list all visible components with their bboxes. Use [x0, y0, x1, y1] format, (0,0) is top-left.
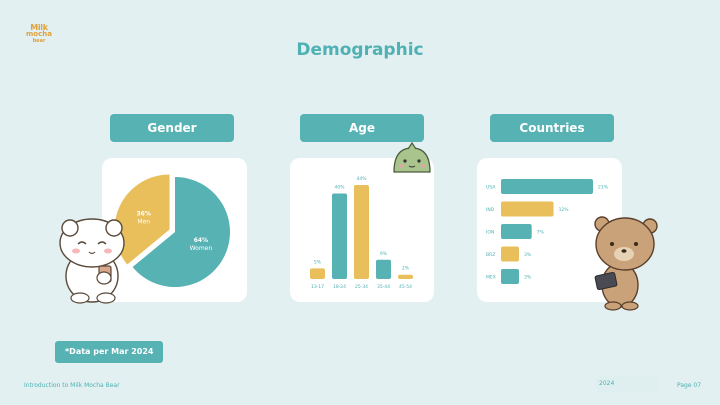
- age-category-label: 18-24: [333, 284, 346, 290]
- pie-slice-women: [132, 177, 230, 287]
- pie-slice-label: Men: [137, 218, 150, 225]
- age-heading: Age: [300, 114, 424, 142]
- brand-logo: Milk mocha bear: [22, 24, 56, 45]
- country-bar-ind: [501, 201, 554, 217]
- age-category-label: 13-17: [311, 284, 324, 290]
- country-bar-brz: [501, 246, 519, 262]
- country-category-label: IND: [486, 207, 495, 213]
- country-bar-ion: [501, 224, 532, 239]
- pie-value-label: 64%: [194, 237, 208, 244]
- footer-presentation-title: Introduction to Milk Mocha Bear: [24, 382, 120, 389]
- age-category-label: 35-44: [377, 284, 390, 290]
- age-bar-13-17: [310, 268, 325, 279]
- white-bear-illustration: [59, 218, 125, 304]
- green-dino-illustration: [393, 141, 431, 173]
- age-bar-18-24: [332, 193, 347, 279]
- country-bar-usa: [501, 179, 593, 194]
- pie-slice-label: Women: [190, 245, 213, 252]
- footer-year: 2024: [596, 376, 658, 392]
- brown-bear-illustration: [594, 216, 658, 311]
- pie-value-label: 36%: [137, 210, 151, 217]
- age-bar-25-34: [354, 185, 369, 279]
- age-category-label: 25-34: [355, 284, 368, 290]
- page-title: Demographic: [296, 40, 424, 60]
- age-bar-35-44: [376, 259, 391, 279]
- footer-page-number: Page 07: [677, 382, 702, 389]
- country-bar-mex: [501, 269, 519, 284]
- country-bar-value-label: 3%: [524, 252, 532, 258]
- gender-pie-chart: 36%Men 64%Women: [114, 174, 230, 287]
- age-bar-value-label: 44%: [356, 176, 367, 182]
- pie-slice-men: [114, 174, 170, 265]
- country-bar-value-label: 21%: [598, 185, 609, 191]
- age-bar-value-label: 2%: [402, 266, 410, 272]
- data-date-note: *Data per Mar 2024: [55, 341, 164, 363]
- age-bar-value-label: 5%: [314, 259, 322, 265]
- country-category-label: BRZ: [486, 252, 495, 258]
- gender-heading: Gender: [110, 114, 234, 142]
- country-bar-value-label: 3%: [524, 275, 532, 281]
- countries-heading: Countries: [490, 114, 614, 142]
- country-category-label: MEX: [486, 275, 496, 281]
- age-bar-value-label: 40%: [334, 185, 345, 191]
- country-category-label: USA: [486, 185, 496, 191]
- age-bar-chart: 5% 13-17 40% 18-24 44% 25-34 9% 35-44 2% 45-54: [310, 176, 413, 290]
- age-category-label: 45-54: [399, 284, 412, 290]
- country-bar-value-label: 12%: [559, 207, 570, 213]
- countries-bar-chart: USA 21% IND 12% ION 7% BRZ 3% MEX 3%: [486, 179, 609, 284]
- logo-line-3: bear: [32, 38, 46, 44]
- age-bar-value-label: 9%: [380, 251, 388, 257]
- age-bar-45-54: [398, 274, 413, 279]
- logo-line-1: Milk: [30, 23, 48, 32]
- country-category-label: ION: [486, 230, 494, 236]
- logo-line-2: mocha: [26, 30, 52, 38]
- country-bar-value-label: 7%: [537, 230, 545, 236]
